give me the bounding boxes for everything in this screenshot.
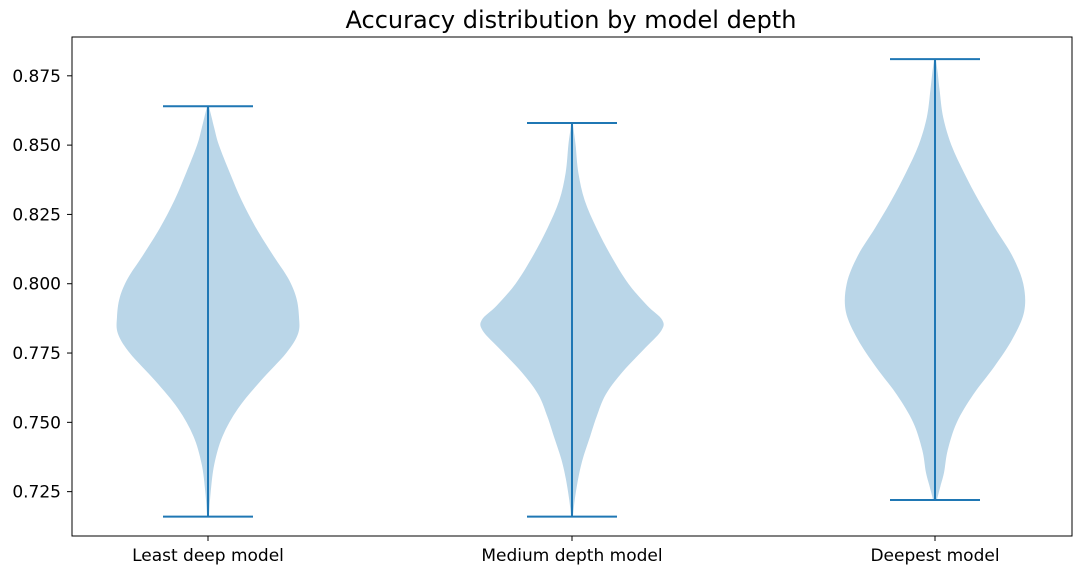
plot-area (116, 58, 1026, 518)
y-tick-label: 0.800 (12, 275, 61, 295)
chart-title: Accuracy distribution by model depth (346, 6, 797, 34)
y-tick-label: 0.725 (12, 483, 61, 503)
x-tick-label: Least deep model (132, 546, 284, 566)
y-tick-label: 0.825 (12, 205, 61, 225)
y-tick-label: 0.775 (12, 344, 61, 364)
y-tick-label: 0.850 (12, 136, 61, 156)
axes: Least deep model Medium depth model Deepes… (12, 67, 999, 566)
y-tick-label: 0.750 (12, 413, 61, 433)
x-tick-label: Medium depth model (481, 546, 662, 566)
y-tick-label: 0.875 (12, 67, 61, 87)
x-tick-label: Deepest model (870, 546, 999, 566)
